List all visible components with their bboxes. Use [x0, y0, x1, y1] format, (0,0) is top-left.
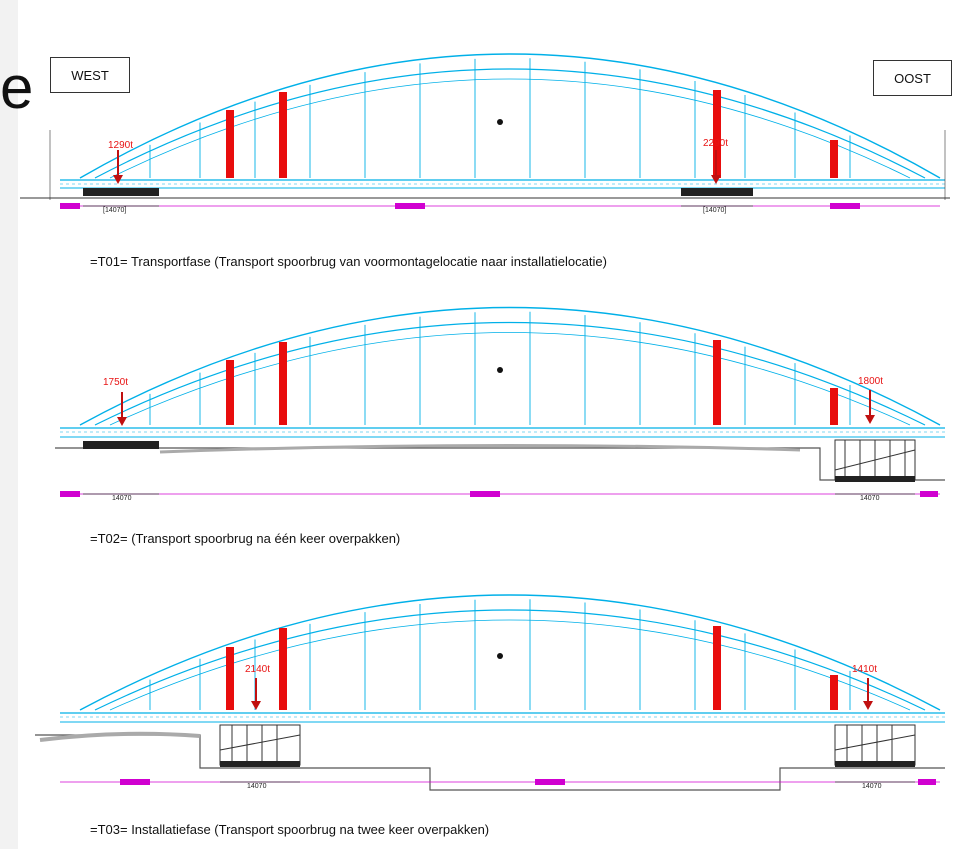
dimension-label: [14070] — [103, 207, 126, 214]
red-hanger — [279, 92, 287, 178]
red-hanger — [279, 628, 287, 710]
spmt-west — [83, 441, 159, 449]
spmt-west — [83, 188, 159, 196]
load-label: 1410t — [852, 664, 877, 675]
center-marker — [497, 653, 503, 659]
load-label: 2140t — [245, 664, 270, 675]
tower-west — [219, 724, 301, 767]
load-label: 1800t — [858, 376, 883, 387]
drawing-sheet — [18, 0, 970, 849]
red-hanger — [713, 626, 721, 710]
red-hanger — [830, 675, 838, 710]
load-label: 1290t — [108, 140, 133, 151]
tower-east — [834, 724, 916, 767]
phase-2-caption: =T02= (Transport spoorbrug na één keer o… — [90, 531, 401, 546]
cut-off-title-letter: e — [0, 54, 34, 121]
red-hanger — [713, 90, 721, 178]
load-label: 1750t — [103, 377, 128, 388]
red-hanger — [830, 388, 838, 425]
phase-1-drawing: 1290t 2290t [14070] [14070] — [20, 53, 950, 214]
dimension-label: [14070] — [703, 207, 726, 214]
red-hanger — [226, 110, 234, 178]
tower-east — [834, 439, 916, 482]
dimension-label: 14070 — [247, 783, 267, 790]
west-label: WEST — [50, 57, 130, 93]
phase-3-drawing: 2140t 1410t 14070 14070 — [35, 594, 945, 791]
center-marker — [497, 367, 503, 373]
phase-3-caption: =T03= Installatiefase (Transport spoorbr… — [90, 822, 490, 837]
phase-2-drawing: 1750t 1800t 14070 14070 — [55, 306, 945, 502]
red-hanger — [713, 340, 721, 425]
red-hanger — [226, 360, 234, 425]
dimension-label: 14070 — [112, 495, 132, 502]
load-label: 2290t — [703, 138, 728, 149]
center-marker — [497, 119, 503, 125]
red-hanger — [830, 140, 838, 178]
oost-label: OOST — [873, 60, 952, 96]
dimension-label: 14070 — [862, 783, 882, 790]
red-hanger — [226, 647, 234, 710]
dimension-label: 14070 — [860, 495, 880, 502]
red-hanger — [279, 342, 287, 425]
phase-1-caption: =T01= Transportfase (Transport spoorbrug… — [90, 254, 607, 269]
spmt-east — [681, 188, 753, 196]
